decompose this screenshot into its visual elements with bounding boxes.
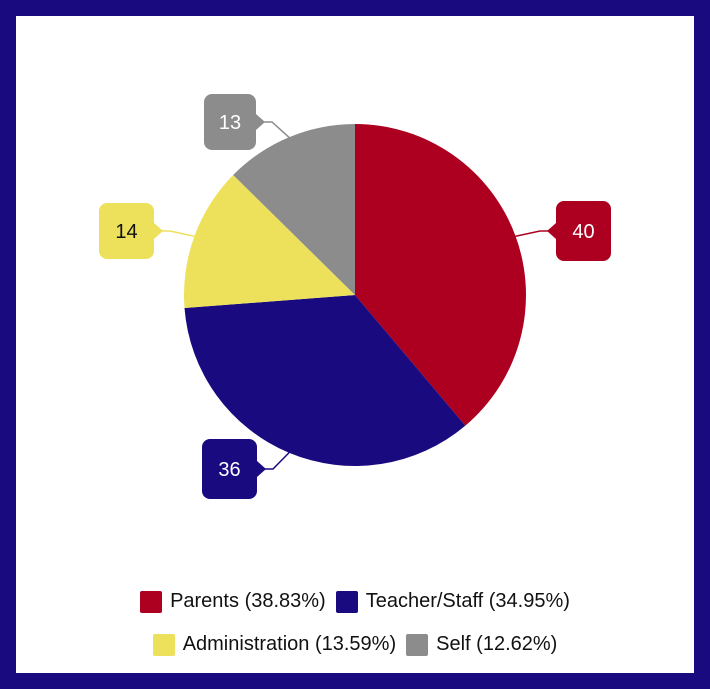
callout-notch-self [256, 114, 265, 130]
slice-self[interactable] [233, 123, 355, 295]
legend-swatch-administration [152, 633, 175, 656]
legend-item-teacher-staff[interactable]: Teacher/Staff (34.95%) [335, 590, 570, 613]
legend-percent-parents: (38.83%) [244, 590, 326, 612]
value-callouts: 40 36 14 13 [99, 94, 611, 499]
chart-panel: 40 36 14 13 Parents (38.83%) Teacher/Staff … [16, 16, 694, 673]
data-label-parents: 40 [572, 221, 594, 243]
legend-label-parents: Parents [170, 590, 239, 612]
legend-percent-self: (12.62%) [476, 633, 558, 655]
slice-parents[interactable] [355, 124, 526, 426]
legend-swatch-self [406, 633, 429, 656]
callout-notch-teacher-staff [257, 461, 266, 477]
legend-row-2: Administration (13.59%) Self (12.62%) [16, 633, 694, 656]
legend-label-self: Self [436, 633, 471, 655]
legend-swatch-teacher-staff [335, 590, 358, 613]
legend-label-administration: Administration [182, 633, 310, 655]
legend-item-parents[interactable]: Parents (38.83%) [140, 590, 326, 613]
pie-slices [184, 123, 526, 466]
callout-box-self [204, 94, 256, 150]
callout-box-teacher-staff [202, 439, 257, 499]
legend-label-teacher-staff: Teacher/Staff [365, 590, 484, 612]
data-label-self: 13 [219, 112, 241, 134]
legend-item-administration[interactable]: Administration (13.59%) [152, 633, 397, 656]
legend-item-self[interactable]: Self (12.62%) [406, 633, 557, 656]
slice-teacher-staff[interactable] [184, 295, 466, 466]
slice-administration[interactable] [184, 175, 355, 309]
legend-row-1: Parents (38.83%) Teacher/Staff (34.95%) [16, 590, 694, 613]
callout-box-parents [556, 201, 611, 261]
legend-percent-administration: (13.59%) [314, 633, 397, 655]
data-label-administration: 14 [115, 221, 137, 243]
callout-box-administration [99, 203, 154, 259]
callout-notch-parents [547, 223, 556, 239]
legend-swatch-parents [140, 590, 163, 613]
legend-percent-teacher-staff: (34.95%) [488, 590, 570, 612]
pie-chart: 40 36 14 13 [99, 94, 611, 499]
data-label-teacher-staff: 36 [218, 459, 240, 481]
callout-notch-administration [154, 223, 163, 239]
